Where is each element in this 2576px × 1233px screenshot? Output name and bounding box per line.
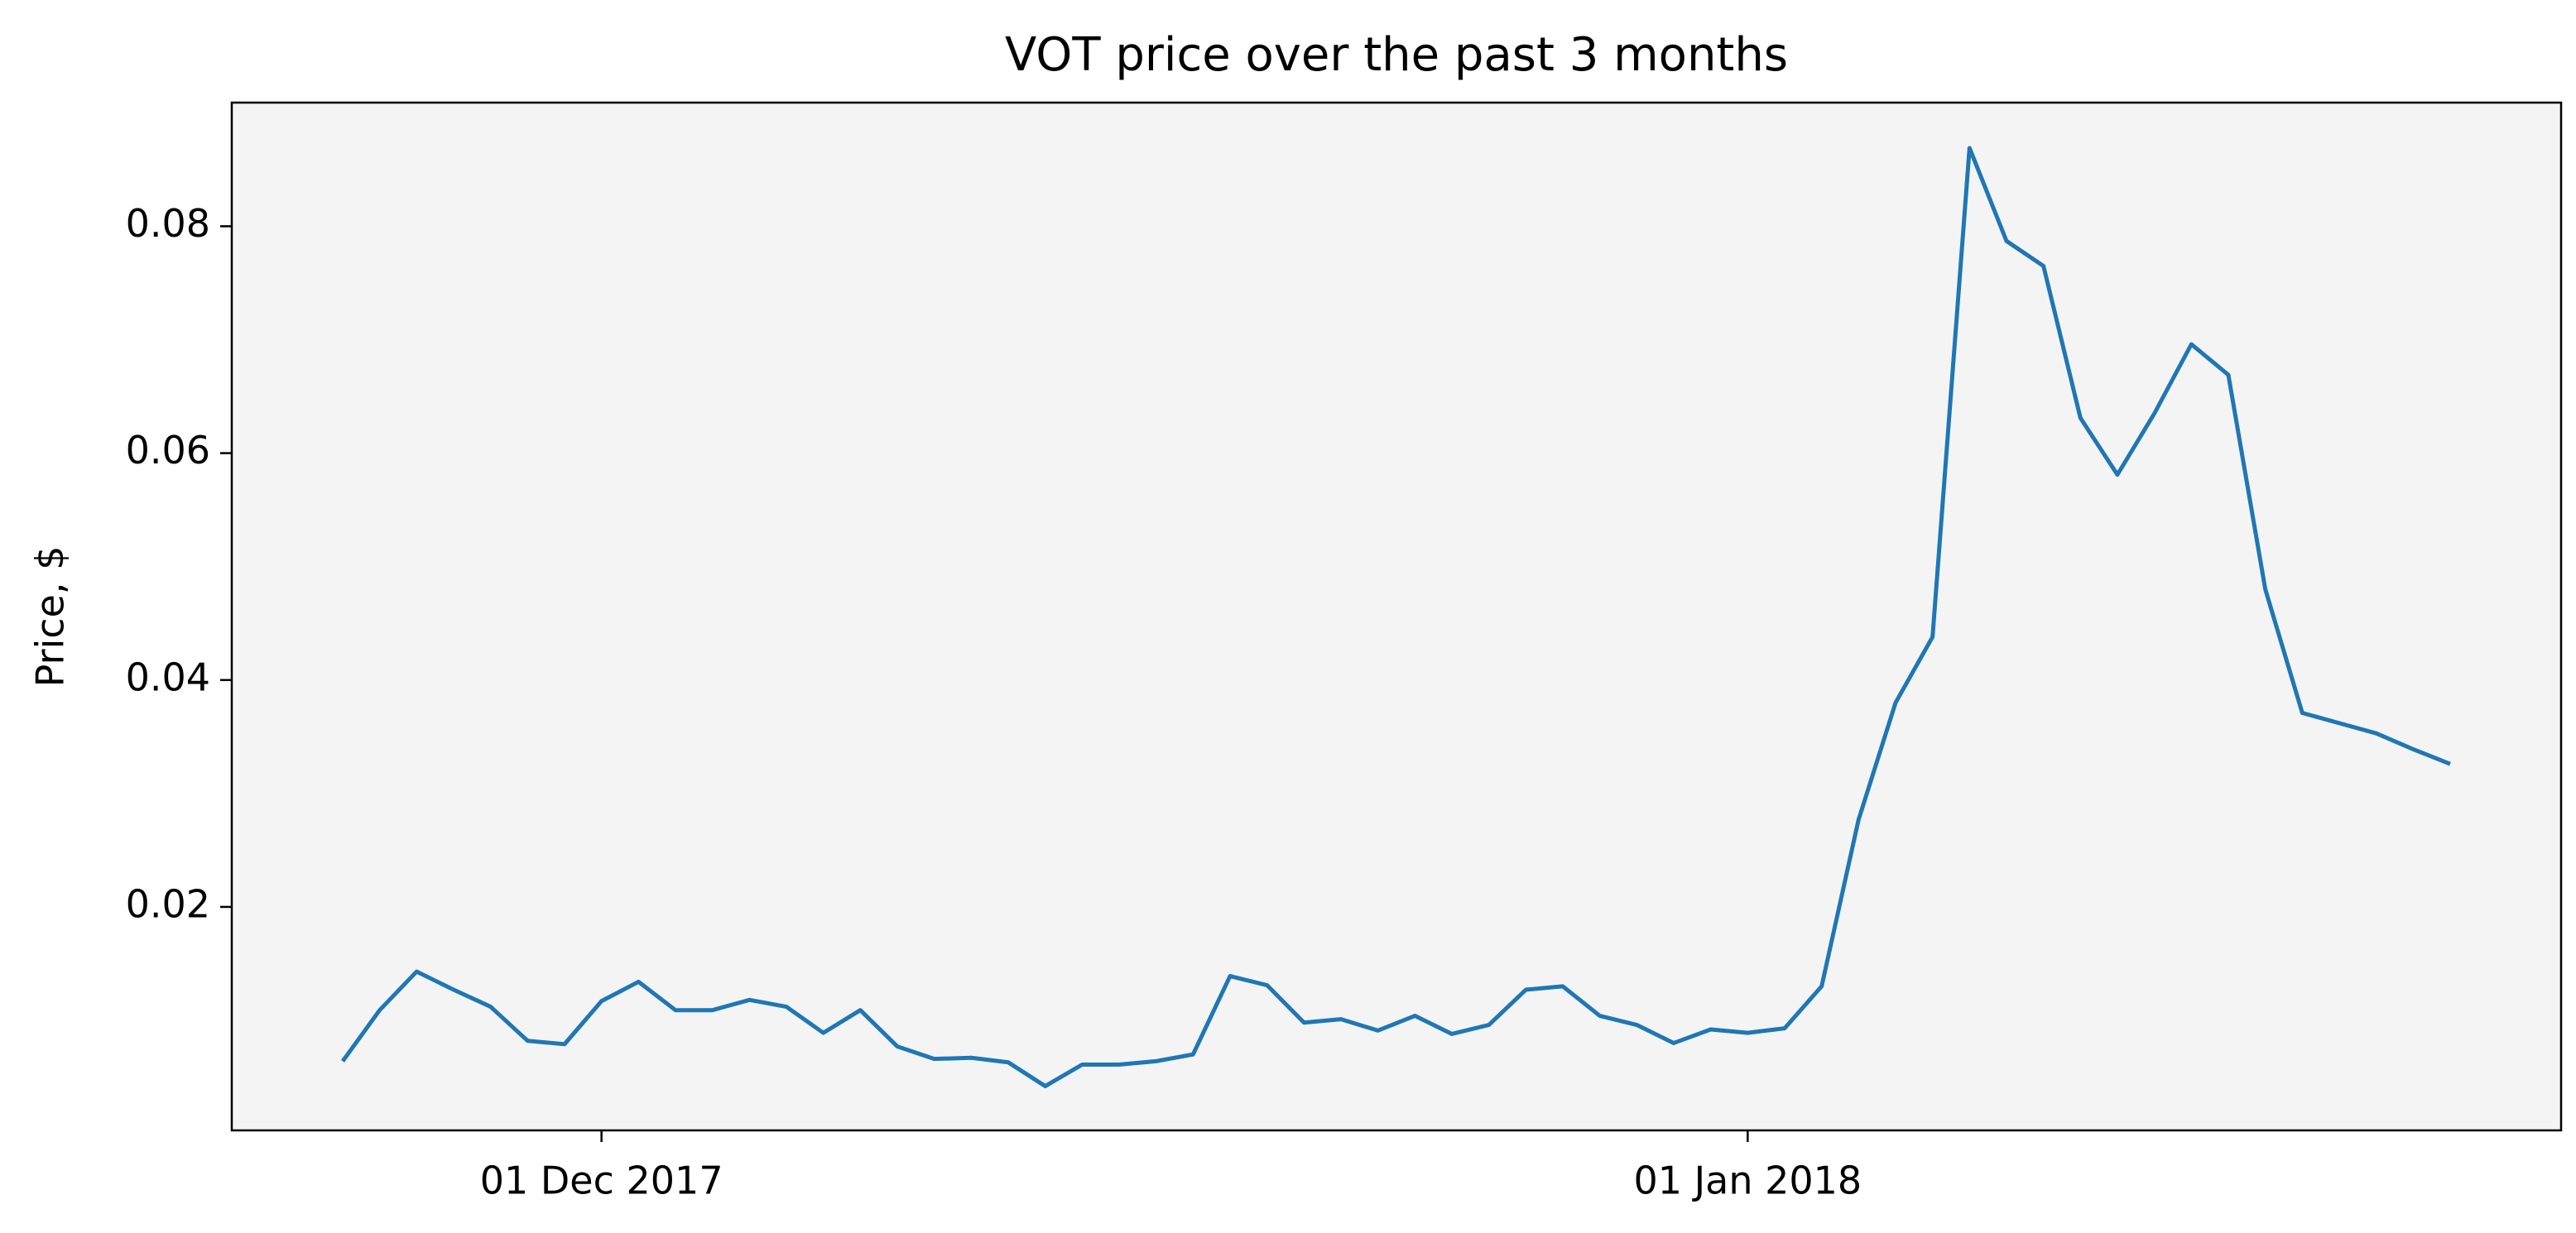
x-tick-label: 01 Jan 2018: [1633, 1159, 1862, 1203]
y-tick-label: 0.06: [126, 428, 210, 473]
y-tick-label: 0.04: [126, 655, 210, 699]
x-tick-label: 01 Dec 2017: [480, 1159, 723, 1203]
plot-frame: [230, 101, 2563, 1132]
y-tick-label: 0.02: [126, 881, 210, 926]
y-tick-label: 0.08: [126, 201, 210, 246]
y-axis-label: Price, $: [28, 546, 73, 688]
price-line: [340, 146, 2451, 1089]
chart-title: VOT price over the past 3 months: [1005, 28, 1788, 82]
plot-area: [232, 103, 2561, 1130]
